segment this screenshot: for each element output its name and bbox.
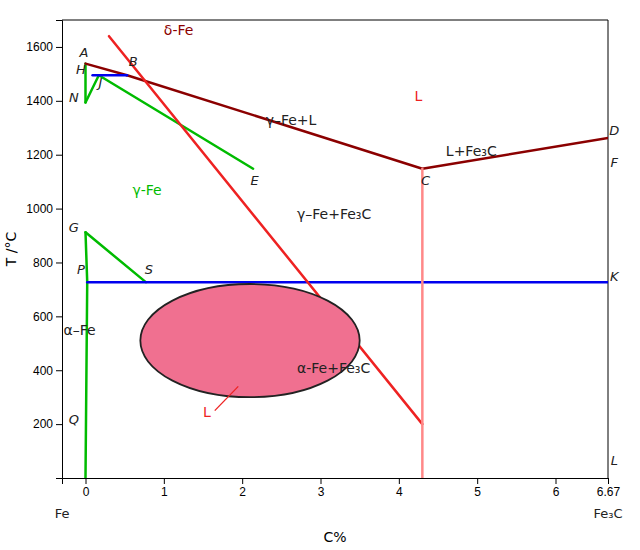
y-axis-line xyxy=(56,21,63,479)
phase-line xyxy=(87,281,608,284)
x-tick-label: 5 xyxy=(474,485,481,499)
phase-line xyxy=(421,169,424,478)
y-tick-mark xyxy=(56,316,62,317)
x-tick-label: 2 xyxy=(239,485,246,499)
x-tick: 3 xyxy=(318,478,325,499)
region-label: γ-Fe xyxy=(133,182,162,198)
phase-line xyxy=(86,75,99,102)
x-tick-mark xyxy=(477,478,478,484)
region-label: L xyxy=(203,404,211,420)
x-axis-title: C% xyxy=(323,529,346,545)
point-label: J xyxy=(95,75,102,90)
point-label: G xyxy=(69,220,79,235)
x-axis-line xyxy=(63,479,609,485)
phase-line xyxy=(109,36,422,424)
y-tick-label: 800 xyxy=(33,256,53,270)
frame xyxy=(608,20,609,478)
y-tick-mark xyxy=(56,47,62,48)
point-label: A xyxy=(78,45,88,60)
x-tick-mark xyxy=(164,478,165,484)
y-tick-mark xyxy=(56,155,62,156)
x-tick-label: 0 xyxy=(83,485,90,499)
phase-line xyxy=(86,282,88,478)
point-label: D xyxy=(609,123,619,138)
y-tick: 1000 xyxy=(26,202,62,216)
y-axis-title: T /°C xyxy=(3,232,19,268)
x-tick-mark xyxy=(608,478,609,484)
phase-line xyxy=(86,232,88,282)
x-tick-mark xyxy=(86,478,87,484)
x-axis: 0 1 2 3 4 5 6 6.67 xyxy=(63,478,621,499)
x-tick-mark xyxy=(242,478,243,484)
end-label: Fe₃C xyxy=(593,506,622,521)
y-tick-label: 1000 xyxy=(26,202,53,216)
ellipse xyxy=(140,284,359,397)
end-label: Fe xyxy=(55,506,70,521)
y-tick-label: 600 xyxy=(33,310,53,324)
point-label: F xyxy=(611,155,619,170)
x-tick: 1 xyxy=(161,478,168,499)
point-label: C xyxy=(421,173,431,188)
x-tick-label: 1 xyxy=(161,485,168,499)
region-label: δ-Fe xyxy=(164,22,194,38)
phase-line xyxy=(127,75,422,168)
phase-line xyxy=(422,138,608,169)
y-tick: 600 xyxy=(33,310,62,324)
connector xyxy=(215,386,239,410)
y-axis: 200 400 600 800 1000 1200 1400 1600 xyxy=(26,21,62,479)
y-tick-label: 1400 xyxy=(26,94,53,108)
y-tick-mark xyxy=(56,209,62,210)
phase-line xyxy=(86,232,146,282)
point-label: P xyxy=(77,262,85,277)
x-tick-mark xyxy=(556,478,557,484)
point-label: L xyxy=(611,453,618,468)
y-tick: 1200 xyxy=(26,148,62,162)
x-tick-label: 6 xyxy=(553,485,560,499)
x-tick: 0 xyxy=(83,478,90,499)
point-label: Q xyxy=(69,412,79,427)
y-tick-label: 1600 xyxy=(26,40,53,54)
y-tick-mark xyxy=(56,370,62,371)
point-label: E xyxy=(251,173,260,188)
point-label: B xyxy=(129,54,138,69)
y-tick: 1400 xyxy=(26,94,62,108)
chart: 01234566.672004006008001000120014001600δ… xyxy=(0,0,640,550)
x-tick-label: 6.67 xyxy=(597,485,621,499)
phase-line xyxy=(86,64,128,76)
x-tick: 6 xyxy=(553,478,560,499)
y-tick: 400 xyxy=(33,364,62,378)
region-label: α-Fe+Fe₃C xyxy=(297,360,370,376)
x-tick-label: 4 xyxy=(396,485,403,499)
x-tick: 5 xyxy=(474,478,481,499)
y-tick-mark xyxy=(56,262,62,263)
y-tick-label: 200 xyxy=(33,417,53,431)
x-tick: 4 xyxy=(396,478,403,499)
x-tick: 6.67 xyxy=(597,478,621,499)
x-tick: 2 xyxy=(239,478,246,499)
x-tick-mark xyxy=(321,478,322,484)
frame xyxy=(62,20,608,21)
labels: δ-Fe Lγ–Fe+L γ-Fe γ–Fe+Fe₃C L+Fe₃C α-Fe+Fe₃C α… xyxy=(55,22,623,521)
marks xyxy=(86,36,608,478)
region-label: γ–Fe+L xyxy=(266,112,317,128)
point-label: H xyxy=(76,62,86,77)
point-label: S xyxy=(145,262,153,277)
y-tick: 200 xyxy=(33,417,62,431)
y-tick: 1600 xyxy=(26,40,62,54)
point-label: K xyxy=(610,269,620,284)
plot: 01234566.672004006008001000120014001600δ… xyxy=(26,20,622,521)
point-label: N xyxy=(69,90,79,105)
region-label: L xyxy=(415,88,423,104)
x-tick-label: 3 xyxy=(318,485,325,499)
x-tick-mark xyxy=(399,478,400,484)
y-tick-label: 400 xyxy=(33,364,53,378)
phase-line xyxy=(99,75,253,168)
y-tick-label: 1200 xyxy=(26,148,53,162)
region-label: γ–Fe+Fe₃C xyxy=(297,206,371,222)
y-tick-mark xyxy=(56,101,62,102)
region-label: α–Fe xyxy=(64,322,96,338)
y-tick-mark xyxy=(56,424,62,425)
y-tick: 800 xyxy=(33,256,62,270)
region-label: L+Fe₃C xyxy=(446,143,497,159)
